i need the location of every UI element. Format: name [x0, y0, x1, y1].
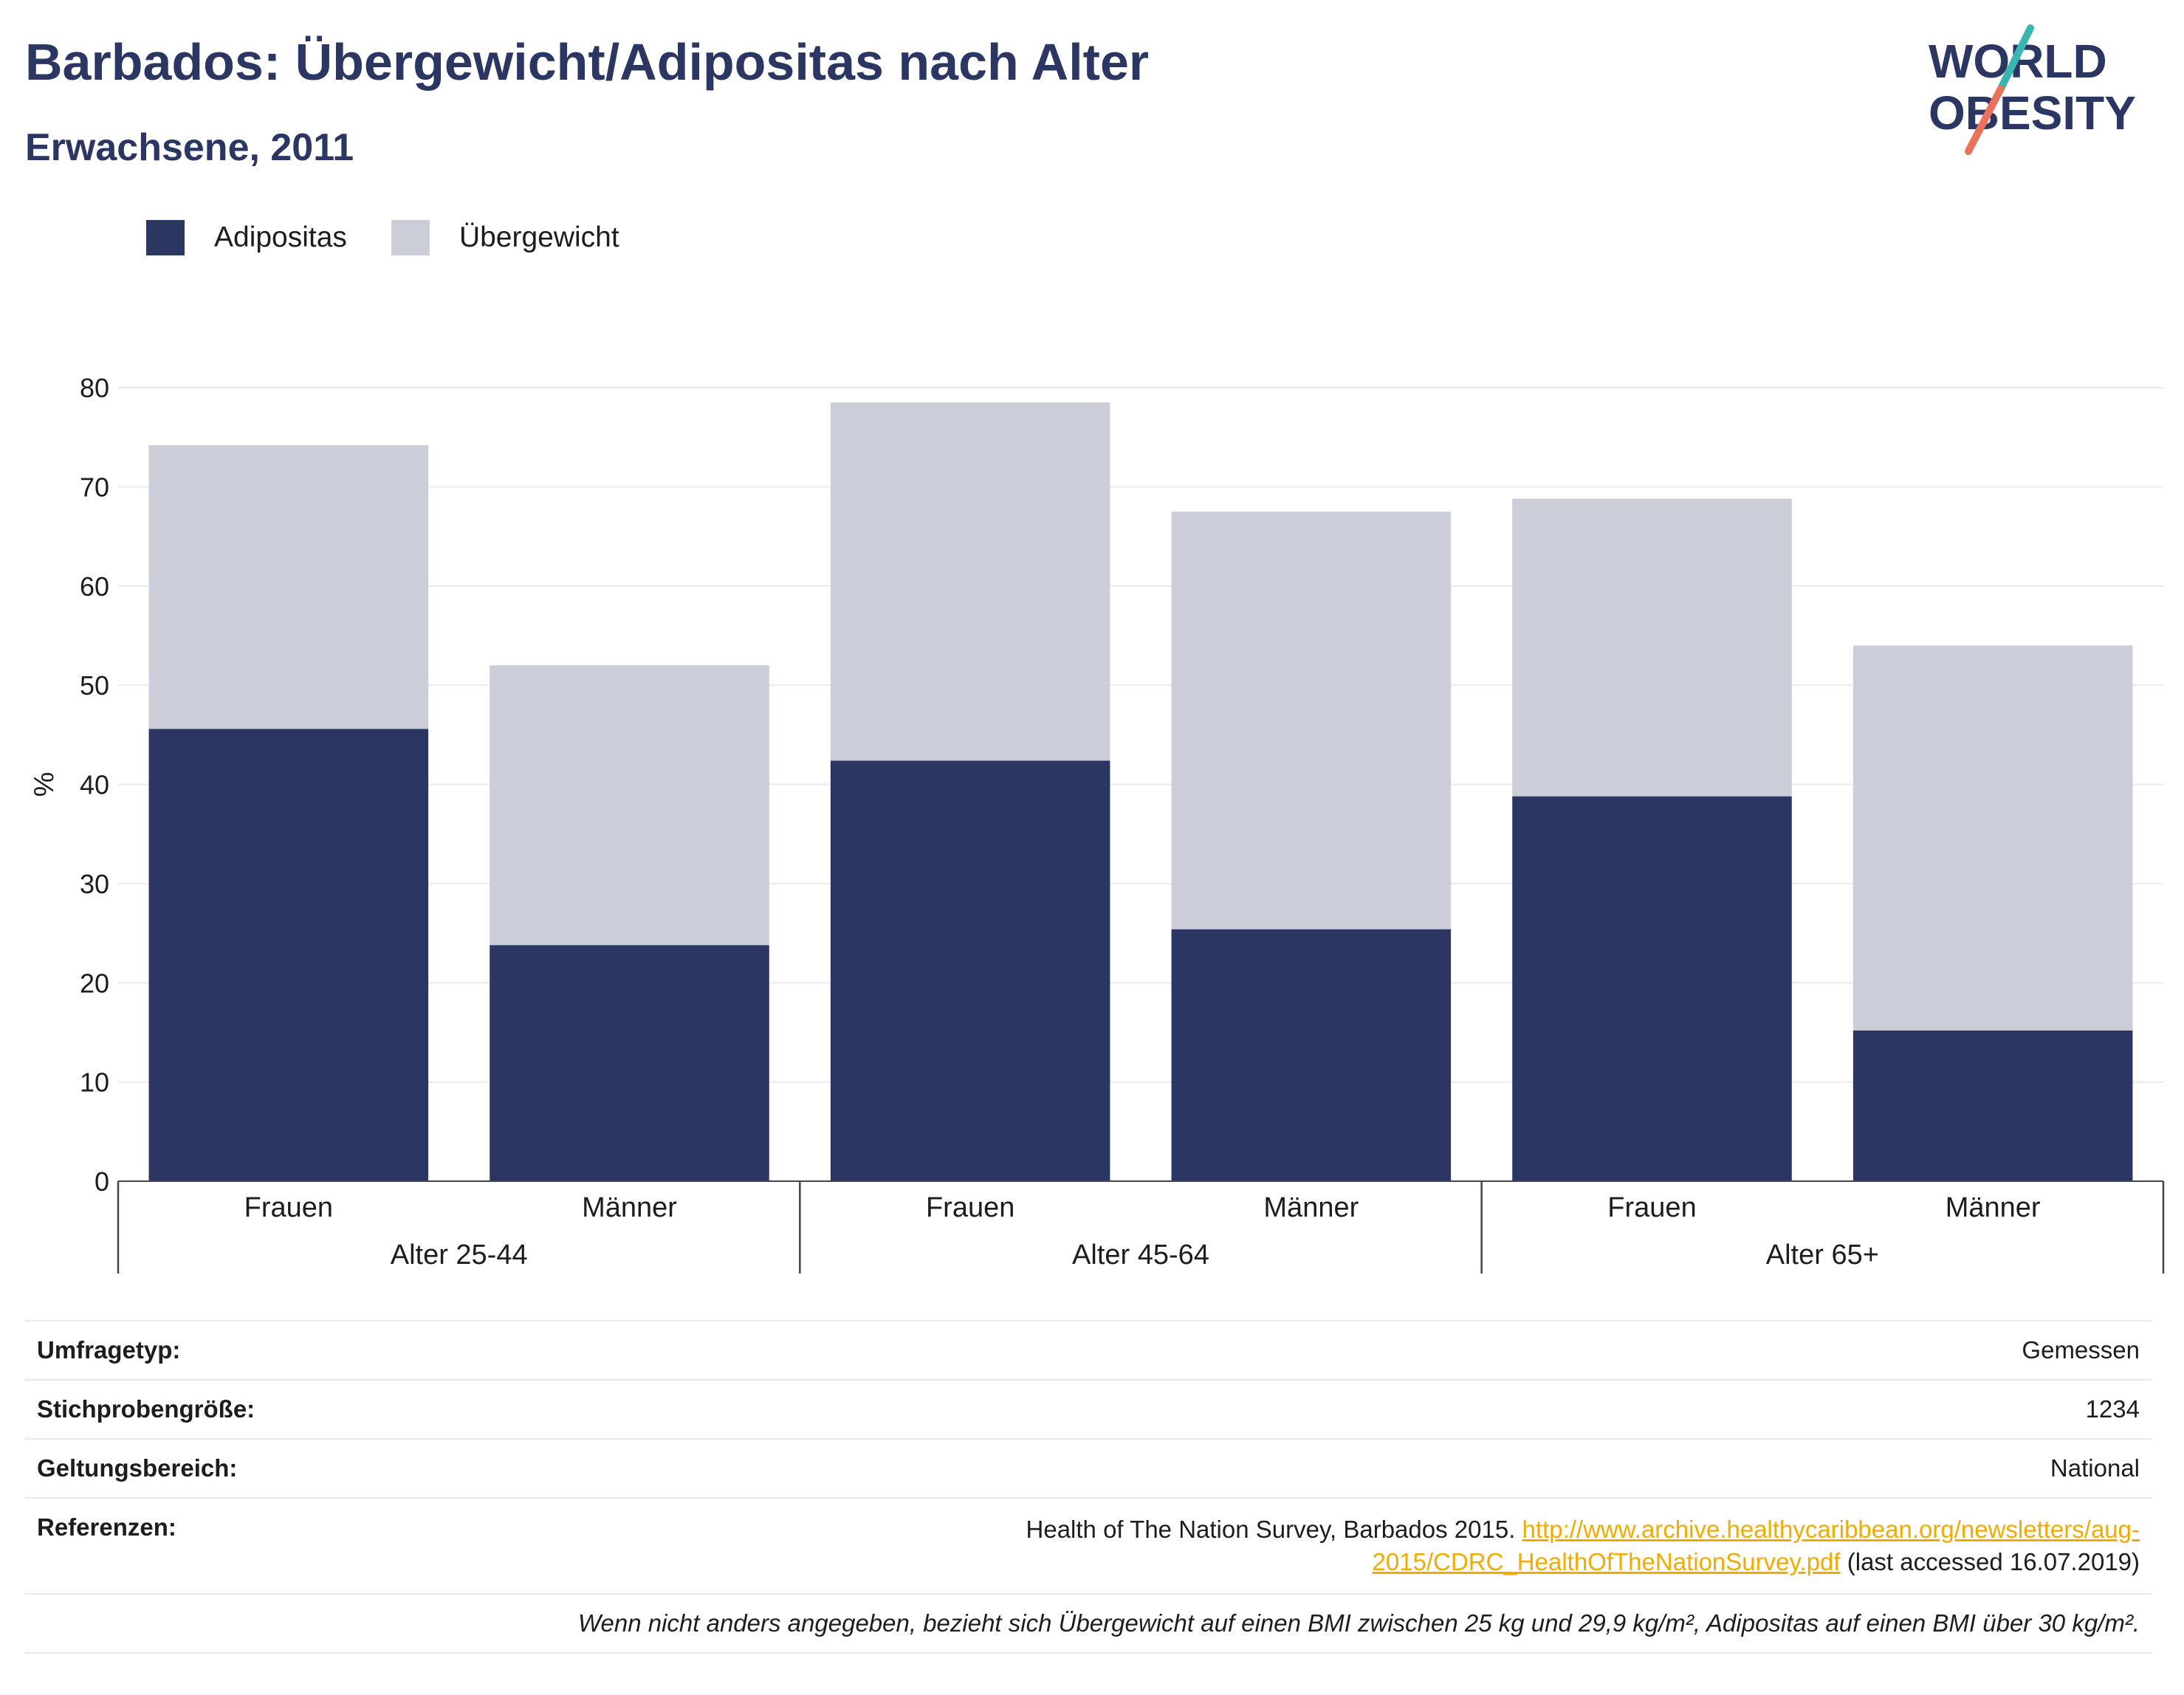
bar-segment-adipositas [148, 729, 429, 1181]
info-value-references: Health of The Nation Survey, Barbados 20… [811, 1513, 2140, 1578]
x-category-label: Männer [582, 1192, 677, 1223]
info-label-references: Referenzen: [37, 1513, 176, 1541]
x-group-label: Alter 65+ [1766, 1240, 1879, 1271]
legend-label-adipositas: Adipositas [214, 221, 347, 253]
survey-info-table: Umfragetyp: Gemessen Stichprobengröße: 1… [25, 1320, 2152, 1654]
bar-segment-uebergewicht [148, 444, 429, 729]
info-row-scope: Geltungsbereich: National [25, 1438, 2152, 1497]
world-obesity-logo: WORLD OBESITY [1929, 24, 2136, 155]
legend-item-uebergewicht[interactable]: Übergewicht [391, 220, 619, 255]
logo-slash-teal [1997, 24, 2034, 92]
bar-segment-uebergewicht [830, 402, 1110, 761]
legend-item-adipositas[interactable]: Adipositas [146, 220, 347, 255]
reference-text: Health of The Nation Survey, Barbados 20… [1026, 1516, 1522, 1543]
legend-swatch-uebergewicht [391, 220, 430, 255]
info-label-survey-type: Umfragetyp: [37, 1336, 181, 1364]
bar-segment-adipositas [490, 945, 769, 1181]
x-category-label: Frauen [926, 1192, 1014, 1223]
page-subtitle: Erwachsene, 2011 [25, 126, 354, 169]
logo-line-2: OBESITY [1929, 86, 2136, 140]
info-value-scope: National [2050, 1454, 2140, 1482]
y-tick-label: 30 [80, 869, 109, 899]
bar-segment-uebergewicht [1171, 511, 1452, 929]
x-category-label: Männer [1263, 1192, 1359, 1223]
bar-segment-uebergewicht [490, 665, 769, 946]
definition-note: Wenn nicht anders angegeben, bezieht sic… [577, 1609, 2140, 1637]
x-group-label: Alter 25-44 [391, 1240, 528, 1271]
y-tick-label: 50 [80, 670, 109, 701]
y-tick-label: 70 [80, 472, 109, 502]
x-category-label: Männer [1946, 1192, 2041, 1223]
y-tick-label: 40 [80, 770, 109, 800]
y-tick-label: 10 [80, 1067, 109, 1098]
legend-swatch-adipositas [146, 220, 185, 255]
stacked-bar-chart: 0 10 20 30 40 50 60 70 80% Frauen Männer Frauen Männ… [29, 373, 2165, 1273]
x-category-label: Frauen [244, 1192, 333, 1223]
y-tick-label: 80 [80, 373, 109, 403]
x-category-label: Frauen [1607, 1192, 1696, 1223]
bar-segment-adipositas [1512, 796, 1792, 1181]
info-value-sample-size: 1234 [2085, 1395, 2140, 1423]
bar-segment-adipositas [1852, 1030, 2133, 1181]
info-row-references: Referenzen: Health of The Nation Survey,… [25, 1497, 2152, 1593]
info-row-sample-size: Stichprobengröße: 1234 [25, 1379, 2152, 1438]
info-value-survey-type: Gemessen [2022, 1336, 2140, 1364]
reference-accessed: (last accessed 16.07.2019) [1840, 1548, 2140, 1575]
info-row-note: Wenn nicht anders angegeben, bezieht sic… [25, 1593, 2152, 1654]
y-tick-label: 0 [95, 1166, 109, 1197]
chart-legend: Adipositas Übergewicht [146, 220, 664, 255]
y-axis-label: % [29, 772, 60, 797]
info-label-scope: Geltungsbereich: [37, 1454, 238, 1482]
info-label-sample-size: Stichprobengröße: [37, 1395, 255, 1423]
reference-link[interactable]: http://www.archive.healthycaribbean.org/… [1372, 1516, 2140, 1575]
bar-segment-uebergewicht [1852, 645, 2133, 1031]
bar-segment-uebergewicht [1512, 498, 1792, 797]
legend-label-uebergewicht: Übergewicht [459, 221, 619, 253]
info-row-survey-type: Umfragetyp: Gemessen [25, 1320, 2152, 1379]
page-title: Barbados: Übergewicht/Adipositas nach Al… [25, 33, 1150, 91]
x-group-label: Alter 45-64 [1072, 1240, 1209, 1271]
logo-slash-coral [1965, 85, 2005, 155]
bar-segment-adipositas [1171, 929, 1452, 1181]
bar-segment-adipositas [830, 760, 1110, 1181]
y-tick-label: 20 [80, 968, 109, 998]
y-tick-label: 60 [80, 571, 109, 602]
